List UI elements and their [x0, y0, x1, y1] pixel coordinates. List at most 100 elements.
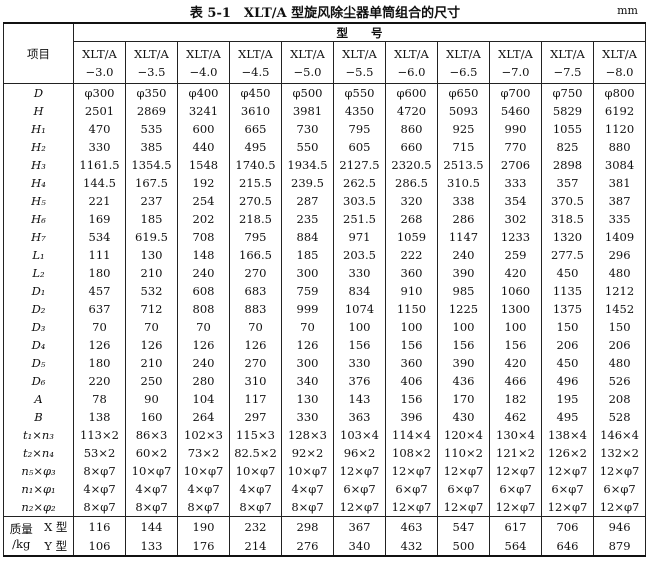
- cell: 4×φ7: [73, 480, 126, 498]
- cell: 237: [125, 192, 178, 210]
- cell: 480: [592, 354, 647, 372]
- data-row: n₂×φ₂ 8×φ7 8×φ7 8×φ7 8×φ7 8×φ7 12×φ7 12×φ7 12×φ7…: [3, 498, 647, 517]
- cell: 60×2: [125, 444, 178, 462]
- model-header: XLT/A −7.0: [489, 41, 542, 84]
- cell: 385: [125, 138, 178, 156]
- model-header: XLT/A −4.0: [177, 41, 230, 84]
- cell: 4×φ7: [281, 480, 334, 498]
- cell: 126: [125, 336, 178, 354]
- cell: φ300: [73, 83, 126, 102]
- data-row: n₅×φ₃ 8×φ7 10×φ7 10×φ7 10×φ7 10×φ7 12×φ7 12×φ7 1…: [3, 462, 647, 480]
- cell: 660: [385, 138, 438, 156]
- cell: 808: [177, 300, 230, 318]
- cell: 971: [333, 228, 386, 246]
- cell: 1225: [437, 300, 490, 318]
- cell: 340: [281, 372, 334, 390]
- cell: 150: [541, 318, 594, 336]
- cell: 884: [281, 228, 334, 246]
- cell: 333: [489, 174, 542, 192]
- model-suffix: −6.0: [397, 64, 426, 79]
- cell: 12×φ7: [489, 498, 542, 517]
- cell: 190: [177, 516, 230, 536]
- unit: mm: [617, 4, 638, 17]
- cell: 160: [125, 408, 178, 426]
- row-label: H: [3, 102, 74, 120]
- cell: 879: [592, 536, 647, 556]
- model-header: XLT/A −3.0: [73, 41, 126, 84]
- model-suffix: −4.5: [241, 64, 270, 79]
- dimension-table: 项目型 号 XLT/A −3.0 XLT/A −3.5 XLT/A −4.0 XLT/A −4.…: [3, 22, 647, 557]
- model-header: XLT/A −5.5: [333, 41, 386, 84]
- cell: 156: [333, 336, 386, 354]
- row-label: n₅×φ₃: [3, 462, 74, 480]
- weight-label: 质量/kg: [3, 516, 39, 556]
- cell: 126×2: [541, 444, 594, 462]
- cell: 600: [177, 120, 230, 138]
- cell: 240: [437, 246, 490, 264]
- cell: 100: [385, 318, 438, 336]
- cell: 12×φ7: [592, 498, 647, 517]
- cell: 10×φ7: [177, 462, 230, 480]
- model-name: XLT/A: [238, 46, 273, 61]
- cell: 126: [73, 336, 126, 354]
- data-row: H₄ 144.5 167.5 192 215.5 239.5 262.5 286.5 310.5…: [3, 174, 647, 192]
- cell: 180: [73, 354, 126, 372]
- cell: 12×φ7: [541, 498, 594, 517]
- row-label: D₆: [3, 372, 74, 390]
- cell: 6×φ7: [385, 480, 438, 498]
- cell: 156: [489, 336, 542, 354]
- cell: 532: [125, 282, 178, 300]
- cell: 946: [592, 516, 647, 536]
- cell: 3610: [229, 102, 282, 120]
- model-name: XLT/A: [394, 46, 429, 61]
- cell: 1074: [333, 300, 386, 318]
- row-label: t₂×n₄: [3, 444, 74, 462]
- cell: 4350: [333, 102, 386, 120]
- cell: 318.5: [541, 210, 594, 228]
- group-header: 型 号: [72, 22, 647, 42]
- cell: 12×φ7: [437, 498, 490, 517]
- cell: 6×φ7: [541, 480, 594, 498]
- row-label: L₂: [3, 264, 74, 282]
- cell: 73×2: [177, 444, 230, 462]
- cell: 495: [229, 138, 282, 156]
- cell: 143: [333, 390, 386, 408]
- cell: 420: [489, 354, 542, 372]
- cell: 338: [437, 192, 490, 210]
- cell: 367: [333, 516, 386, 536]
- cell: φ750: [541, 83, 594, 102]
- cell: 860: [385, 120, 438, 138]
- model-name: XLT/A: [602, 46, 637, 61]
- cell: 526: [592, 372, 647, 390]
- data-row: D₅ 180 210 240 270 300 330 360 390 420 450 480: [3, 354, 647, 372]
- cell: 302: [489, 210, 542, 228]
- cell: 138: [73, 408, 126, 426]
- cell: 496: [541, 372, 594, 390]
- cell: 4×φ7: [229, 480, 282, 498]
- cell: 240: [177, 354, 230, 372]
- cell: 215.5: [229, 174, 282, 192]
- cell: 100: [437, 318, 490, 336]
- cell: 111: [73, 246, 126, 264]
- cell: 759: [281, 282, 334, 300]
- cell: 12×φ7: [592, 462, 647, 480]
- cell: 883: [229, 300, 282, 318]
- cell: 100: [333, 318, 386, 336]
- cell: 619.5: [125, 228, 178, 246]
- cell: 8×φ7: [177, 498, 230, 517]
- cell: 82.5×2: [229, 444, 282, 462]
- cell: 6×φ7: [437, 480, 490, 498]
- cell: 12×φ7: [489, 462, 542, 480]
- cell: 4720: [385, 102, 438, 120]
- cell: 2513.5: [437, 156, 490, 174]
- cell: 3241: [177, 102, 230, 120]
- cell: 825: [541, 138, 594, 156]
- model-name: XLT/A: [550, 46, 585, 61]
- cell: 130: [125, 246, 178, 264]
- data-row: L₂ 180 210 240 270 300 330 360 390 420 450 480: [3, 264, 647, 282]
- cell: 203.5: [333, 246, 386, 264]
- cell: 70: [177, 318, 230, 336]
- table-title: 表 5-1 XLT/A 型旋风除尘器单筒组合的尺寸: [189, 6, 461, 21]
- corner-header: 项目: [3, 22, 74, 84]
- row-label: H₅: [3, 192, 74, 210]
